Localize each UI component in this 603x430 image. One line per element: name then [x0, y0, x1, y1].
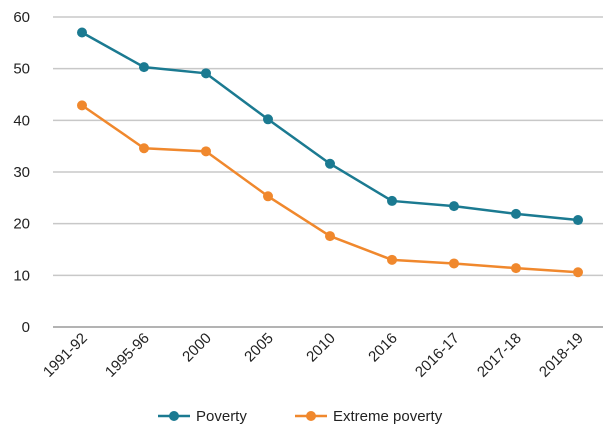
- data-point: [263, 114, 273, 125]
- series-lines: [77, 27, 583, 278]
- y-tick-label: 0: [22, 319, 30, 336]
- legend-item: Poverty: [158, 408, 247, 425]
- x-tick-label: 2000: [179, 330, 215, 366]
- y-tick-label: 60: [13, 9, 30, 26]
- data-point: [573, 267, 583, 278]
- x-tick-label: 1995-96: [102, 330, 153, 381]
- x-tick-label: 2016: [365, 330, 401, 366]
- data-point: [573, 215, 583, 226]
- x-axis-ticks: 1991-92 1995-96 2000 2005 2010 2016 2016-17 201…: [40, 330, 587, 381]
- data-point: [139, 143, 149, 154]
- y-tick-label: 40: [13, 112, 30, 129]
- x-tick-label: 2018-19: [536, 330, 587, 381]
- data-point: [325, 158, 335, 169]
- y-axis-ticks: 0 10 20 30 40 50 60: [13, 9, 30, 336]
- data-point: [263, 191, 273, 202]
- legend: Poverty Extreme poverty: [158, 408, 443, 425]
- data-point: [449, 201, 459, 212]
- y-tick-label: 20: [13, 216, 30, 233]
- y-tick-label: 10: [13, 267, 30, 284]
- data-point: [511, 263, 521, 274]
- legend-label: Poverty: [196, 408, 247, 425]
- data-point: [77, 100, 87, 111]
- data-point: [387, 254, 397, 265]
- x-tick-label: 2016-17: [412, 330, 463, 381]
- legend-item: Extreme poverty: [295, 408, 443, 425]
- y-tick-label: 30: [13, 164, 30, 181]
- x-tick-label: 2010: [303, 330, 339, 366]
- series-poverty: [77, 27, 583, 226]
- legend-label: Extreme poverty: [333, 408, 443, 425]
- data-point: [449, 258, 459, 269]
- series-line: [81, 31, 579, 222]
- data-point: [77, 27, 87, 38]
- series-line: [81, 104, 579, 274]
- data-point: [201, 146, 211, 157]
- x-tick-label: 1991-92: [40, 330, 91, 381]
- y-tick-label: 50: [13, 61, 30, 78]
- legend-marker: [169, 411, 179, 421]
- data-point: [511, 208, 521, 219]
- data-point: [201, 68, 211, 79]
- data-point: [387, 195, 397, 206]
- x-tick-label: 2005: [241, 330, 277, 366]
- data-point: [139, 62, 149, 73]
- legend-marker: [306, 411, 316, 421]
- series-extreme-poverty: [77, 100, 583, 278]
- data-point: [325, 231, 335, 242]
- x-tick-label: 2017-18: [474, 330, 525, 381]
